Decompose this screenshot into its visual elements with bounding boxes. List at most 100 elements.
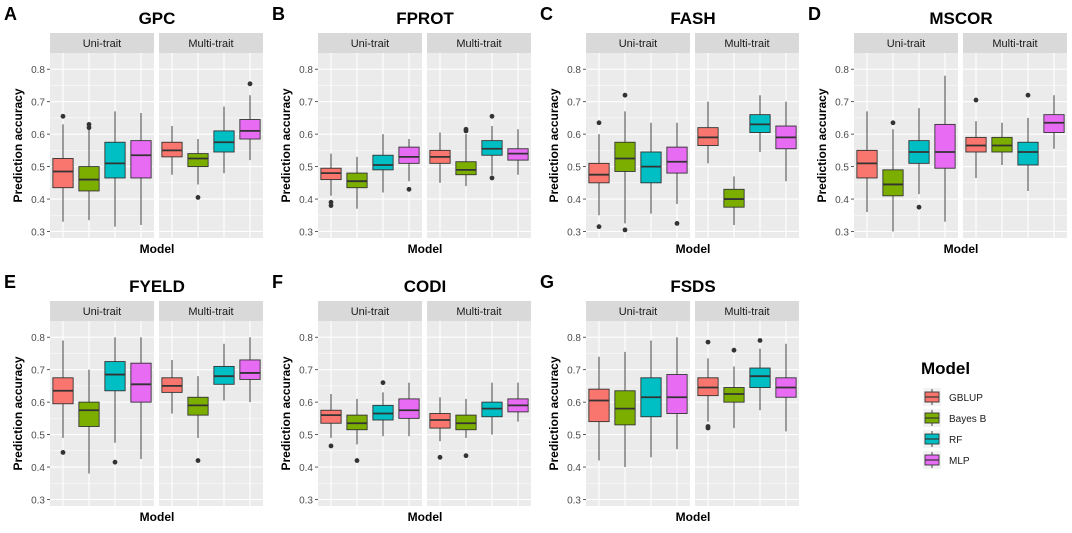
y-tick-label: 0.8	[31, 65, 45, 76]
box-mlp	[239, 337, 261, 403]
panel-fash: C FASH Prediction accuracy 0.3 0.4 0.5 0.6 0.7 0…	[540, 4, 799, 256]
legend-title: Model	[921, 359, 970, 378]
facet-label: Multi-trait	[724, 38, 769, 50]
x-axis-label: Model	[676, 242, 711, 256]
outlier-point	[622, 92, 628, 98]
outlier-point	[596, 224, 602, 230]
box-bayes-b	[78, 122, 100, 221]
box-bayes-b	[455, 126, 477, 187]
box-gblup	[965, 97, 987, 178]
y-tick-label: 0.8	[299, 65, 313, 76]
box-rf	[908, 108, 930, 210]
box-bayes-b	[187, 139, 209, 200]
y-tick-label: 0.7	[835, 98, 849, 109]
x-axis-label: Model	[140, 242, 175, 256]
plot-background	[586, 53, 690, 238]
plot-background	[695, 321, 799, 506]
y-tick-label: 0.8	[31, 333, 45, 344]
box-gblup	[320, 153, 342, 208]
outlier-point	[489, 113, 495, 119]
x-axis-label: Model	[408, 510, 443, 524]
outlier-point	[622, 227, 628, 233]
y-tick-label: 0.3	[567, 228, 581, 239]
panel-fprot: B FPROT Prediction accuracy 0.3 0.4 0.5 0.6 0.7…	[272, 4, 531, 256]
box-gblup	[52, 113, 74, 222]
box-gblup	[697, 339, 719, 431]
box-rf	[213, 343, 235, 401]
outlier-point	[247, 81, 253, 87]
panel-gpc: A GPC Prediction accuracy 0.3 0.4 0.5 0.6 0.7 0.…	[4, 4, 263, 256]
panel-title: CODI	[404, 277, 447, 296]
y-axis-label: Prediction accuracy	[547, 88, 561, 202]
facet-label: Multi-trait	[456, 306, 501, 318]
plot-background	[159, 321, 263, 506]
facet-strip	[427, 301, 531, 321]
facet-strip	[586, 33, 690, 53]
box-rf	[1017, 92, 1039, 191]
facet-strip	[586, 301, 690, 321]
panel-title: FPROT	[396, 9, 454, 28]
panel-letter: F	[272, 272, 283, 292]
outlier-point	[380, 380, 386, 386]
box-iqr	[187, 153, 209, 168]
box-iqr	[398, 146, 420, 164]
outlier-point	[354, 458, 360, 463]
y-tick-label: 0.6	[835, 130, 849, 141]
box-mlp	[130, 337, 152, 459]
facet-label: Uni-trait	[351, 306, 390, 318]
box-rf	[749, 95, 771, 152]
panel-letter: C	[540, 4, 553, 24]
outlier-point	[463, 453, 469, 459]
box-iqr	[749, 367, 771, 388]
box-mlp	[398, 139, 420, 192]
outlier-point	[60, 113, 66, 119]
y-tick-label: 0.4	[299, 195, 313, 206]
panel-letter: E	[4, 272, 16, 292]
box-gblup	[161, 126, 183, 175]
y-axis-label: Prediction accuracy	[279, 88, 293, 202]
y-tick-label: 0.7	[299, 98, 313, 109]
y-tick-label: 0.4	[567, 463, 581, 474]
box-bayes-b	[346, 156, 368, 209]
y-tick-label: 0.5	[835, 163, 849, 174]
y-tick-label: 0.7	[31, 366, 45, 377]
outlier-point	[86, 122, 92, 127]
plot-background	[318, 53, 422, 238]
y-tick-label: 0.3	[31, 496, 45, 507]
y-tick-label: 0.3	[835, 228, 849, 239]
box-iqr	[239, 119, 261, 140]
box-iqr	[588, 162, 610, 184]
facet-label: Multi-trait	[188, 38, 233, 50]
facet-strip	[854, 33, 958, 53]
box-rf	[481, 382, 503, 435]
x-axis-label: Model	[944, 242, 979, 256]
y-tick-label: 0.3	[567, 496, 581, 507]
box-rf	[481, 113, 503, 181]
box-gblup	[588, 356, 610, 461]
box-iqr	[372, 154, 394, 171]
facet-strip	[695, 33, 799, 53]
outlier-point	[705, 339, 711, 345]
outlier-point	[731, 347, 737, 353]
outlier-point	[195, 458, 201, 463]
facet-label: Multi-trait	[188, 306, 233, 318]
facet-strip	[50, 301, 154, 321]
box-mlp	[130, 113, 152, 226]
legend: Model GBLUP Bayes B RF MLP	[921, 359, 987, 469]
y-tick-label: 0.4	[299, 463, 313, 474]
facet-label: Uni-trait	[83, 38, 122, 50]
legend-entry-label: RF	[949, 435, 962, 446]
y-axis-label: Prediction accuracy	[11, 88, 25, 202]
box-bayes-b	[723, 347, 745, 429]
box-rf	[640, 340, 662, 458]
facet-label: Multi-trait	[992, 38, 1037, 50]
outlier-point	[1025, 92, 1031, 98]
box-rf	[213, 106, 235, 174]
x-axis-label: Model	[140, 510, 175, 524]
box-bayes-b	[187, 376, 209, 463]
box-iqr	[666, 374, 688, 414]
outlier-point	[406, 186, 412, 192]
y-tick-label: 0.5	[31, 163, 45, 174]
y-axis-label: Prediction accuracy	[279, 356, 293, 470]
facet-strip	[159, 301, 263, 321]
